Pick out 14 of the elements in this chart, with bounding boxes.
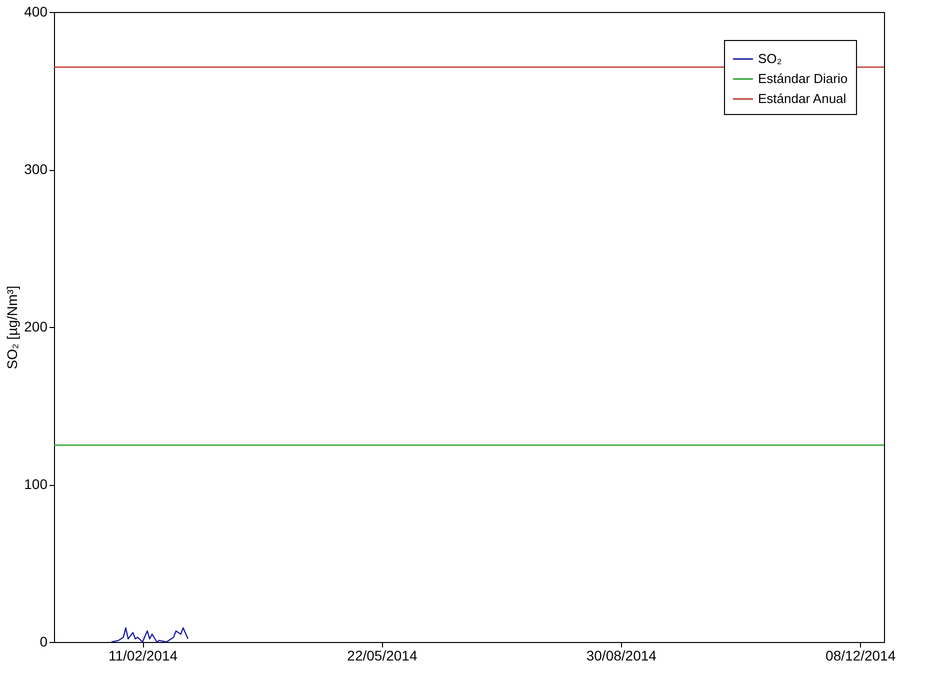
y-tick-label: 400 — [24, 4, 48, 20]
y-axis-title: SO₂ [µg/Nm³] — [4, 286, 20, 370]
y-tick-label: 0 — [40, 634, 48, 650]
y-tick-label: 100 — [24, 476, 48, 492]
y-tick-label: 300 — [24, 161, 48, 177]
line-series — [110, 627, 189, 643]
legend-label: Estándar Anual — [758, 91, 846, 106]
legend-label: SO₂ — [758, 51, 782, 66]
x-tick-label: 11/02/2014 — [108, 648, 178, 664]
y-tick-label: 200 — [24, 318, 48, 334]
x-tick-label: 30/08/2014 — [586, 648, 657, 664]
x-tick-label: 08/12/2014 — [826, 648, 896, 664]
x-tick-label: 22/05/2014 — [347, 648, 418, 664]
legend-label: Estándar Diario — [758, 71, 848, 86]
